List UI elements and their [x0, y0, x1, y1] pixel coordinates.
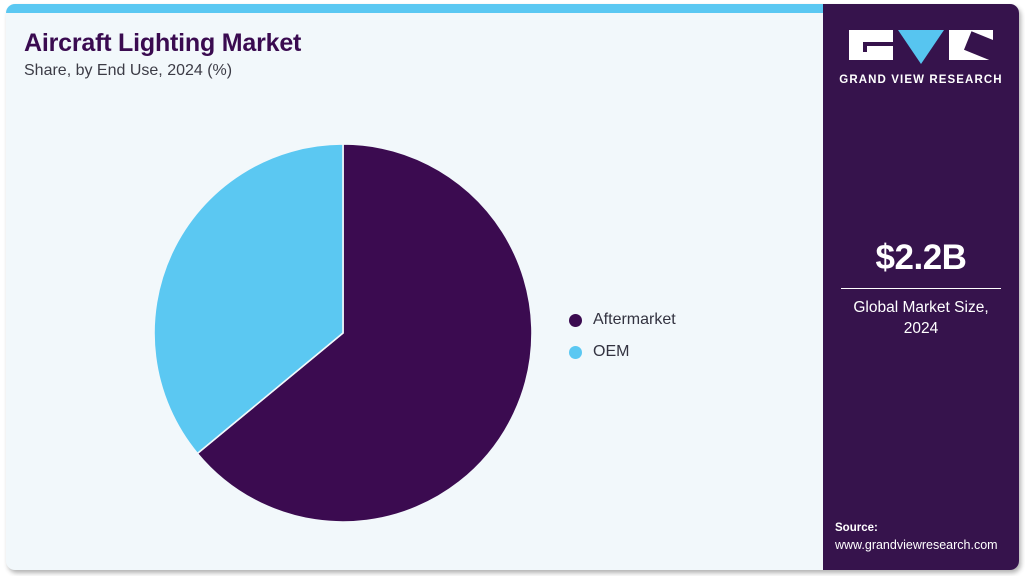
pie-slice[interactable] — [153, 143, 344, 455]
chart-card: Aircraft Lighting Market Share, by End U… — [6, 4, 1019, 570]
market-size-stat: $2.2B Global Market Size, 2024 — [823, 238, 1019, 340]
pie-chart-svg — [153, 143, 533, 523]
pie-slice[interactable] — [196, 143, 533, 523]
legend-item-oem[interactable]: OEM — [569, 336, 799, 368]
grand-view-research-logo: GRAND VIEW RESEARCH — [823, 30, 1019, 86]
legend-swatch-icon — [569, 345, 582, 359]
legend-item-aftermarket[interactable]: Aftermarket — [569, 304, 799, 336]
brand-panel: GRAND VIEW RESEARCH $2.2B Global Market … — [823, 4, 1019, 570]
logo-letter-v-icon — [898, 30, 944, 64]
logo-marks — [849, 30, 993, 64]
pie-chart — [148, 138, 538, 528]
legend-item-label: Aftermarket — [593, 311, 676, 328]
top-accent-bar — [6, 4, 823, 13]
legend-item-label: OEM — [593, 343, 630, 360]
chart-legend: Aftermarket OEM — [569, 304, 799, 368]
page-subtitle: Share, by End Use, 2024 (%) — [24, 62, 233, 79]
stat-divider — [841, 287, 1001, 289]
source-url[interactable]: www.grandviewresearch.com — [835, 538, 998, 553]
logo-letter-r-icon — [949, 30, 993, 60]
source-block: Source: www.grandviewresearch.com — [835, 520, 1013, 554]
logo-letter-g-icon — [849, 30, 893, 60]
legend-swatch-icon — [569, 313, 582, 327]
market-size-value: $2.2B — [875, 238, 967, 277]
page-title: Aircraft Lighting Market — [24, 29, 302, 57]
logo-wordmark: GRAND VIEW RESEARCH — [839, 74, 1003, 86]
source-label: Source: — [835, 522, 878, 535]
market-size-caption: Global Market Size, 2024 — [853, 298, 989, 337]
